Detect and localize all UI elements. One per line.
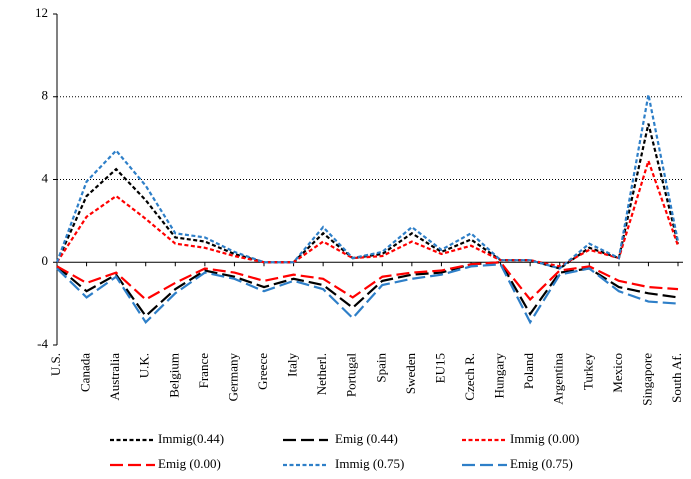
y-tick-label: 4 — [42, 170, 49, 185]
x-tick-label: Argentina — [551, 353, 566, 405]
x-tick-label: Portugal — [344, 353, 359, 397]
legend-label: Emig (0.44) — [335, 431, 398, 446]
x-tick-label: Sweden — [403, 353, 418, 395]
x-tick-label: Czech R. — [462, 353, 477, 401]
legend-label: Emig (0.75) — [510, 456, 573, 471]
x-tick-label: Poland — [521, 353, 536, 390]
x-tick-label: Mexico — [610, 353, 625, 393]
x-tick-label: Germany — [225, 353, 240, 402]
series-line — [56, 261, 679, 302]
x-tick-label: Spain — [373, 353, 388, 383]
legend-label: Immig (0.75) — [335, 456, 404, 471]
x-tick-label: Belgium — [166, 353, 181, 398]
x-tick-label: Singapore — [639, 353, 654, 406]
y-tick-label: 12 — [35, 5, 48, 20]
x-tick-label: Australia — [107, 353, 122, 401]
x-tick-label: France — [196, 353, 211, 389]
x-tick-label: Turkey — [580, 353, 595, 391]
legend-label: Emig (0.00) — [158, 456, 221, 471]
legend-label: Immig(0.44) — [158, 431, 224, 446]
x-tick-label: Italy — [285, 353, 300, 377]
y-tick-label: -4 — [37, 336, 48, 351]
x-tick-label: Canada — [78, 353, 93, 392]
x-tick-label: Greece — [255, 353, 270, 390]
series-line — [56, 263, 679, 325]
series-line — [56, 261, 679, 318]
x-tick-label: South Af. — [669, 353, 684, 403]
legend-label: Immig (0.00) — [510, 431, 579, 446]
x-tick-label: Hungary — [492, 353, 507, 399]
x-tick-label: EU15 — [432, 353, 447, 383]
y-tick-label: 0 — [42, 253, 49, 268]
series-line — [55, 94, 680, 270]
x-tick-label: Netherl. — [314, 353, 329, 395]
x-tick-label: U.S. — [48, 353, 63, 376]
series-line — [56, 157, 680, 268]
x-tick-label: U.K. — [137, 353, 152, 378]
y-tick-label: 8 — [42, 88, 49, 103]
